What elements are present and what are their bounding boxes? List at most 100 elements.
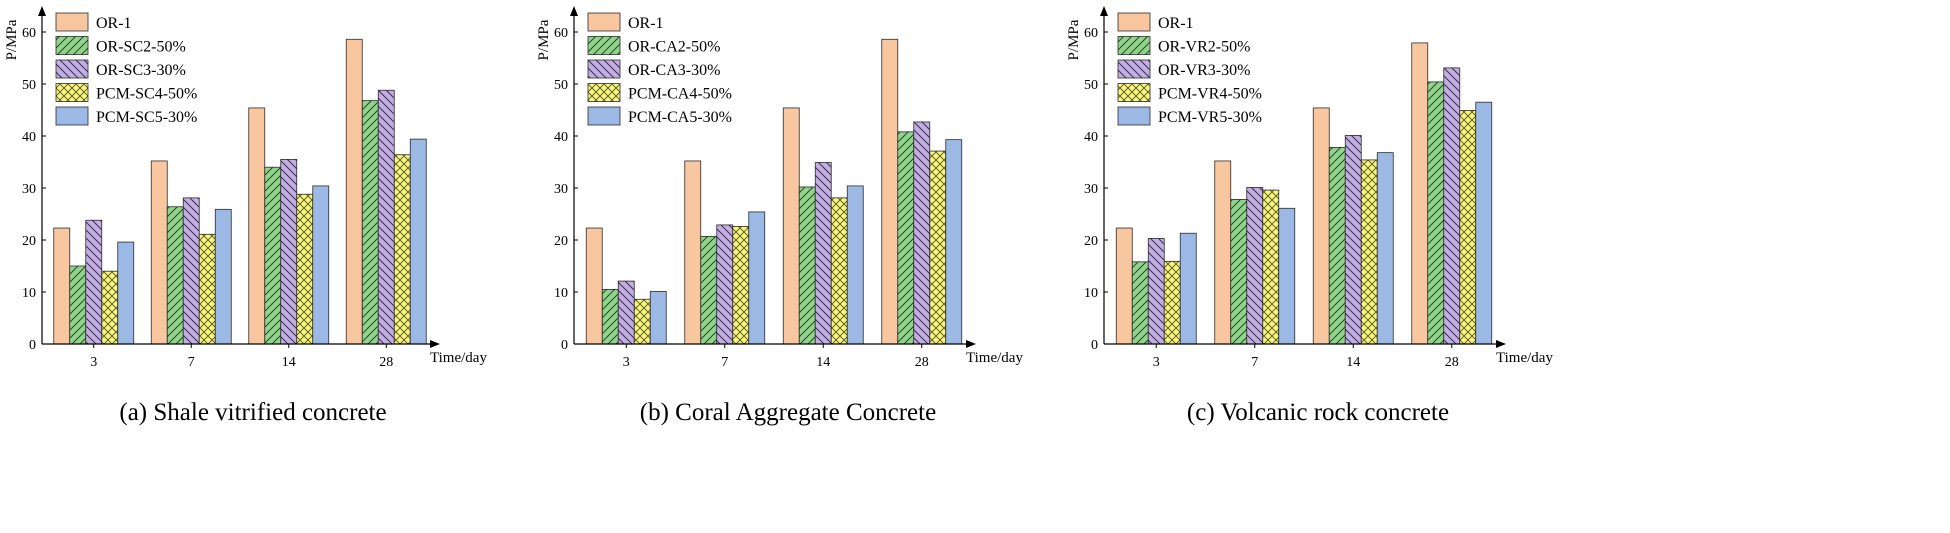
- legend-label-OR-SC2-50%: OR-SC2-50%: [96, 39, 186, 56]
- bar-OR-VR3-30%-day-28: [1443, 67, 1461, 345]
- caption-b: (b) Coral Aggregate Concrete: [640, 399, 936, 426]
- bar-PCM-SC4-50%-day-7: [198, 233, 216, 345]
- caption-c: (c) Volcanic rock concrete: [1187, 399, 1449, 426]
- y-tick-label-20: 20: [22, 234, 36, 249]
- bar-OR-1-day-7: [1214, 160, 1232, 345]
- legend-swatch-PCM-VR5-30%: [1117, 106, 1151, 126]
- bar-OR-SC2-50%-day-3: [69, 265, 87, 345]
- x-tick-label-14: 14: [282, 355, 296, 370]
- legend-swatch-OR-1: [55, 12, 89, 32]
- x-axis-arrow: [966, 340, 976, 348]
- bar-PCM-CA5-30%-day-3: [649, 291, 667, 345]
- bar-OR-1-day-3: [1115, 227, 1133, 345]
- bar-OR-1-day-14: [1312, 107, 1330, 345]
- y-tick-label-10: 10: [1084, 286, 1098, 301]
- x-tick-label-3: 3: [623, 355, 630, 370]
- legend-label-OR-SC3-30%: OR-SC3-30%: [96, 62, 186, 79]
- bar-PCM-CA4-50%-day-28: [929, 150, 947, 345]
- bar-OR-VR2-50%-day-3: [1131, 261, 1149, 345]
- bar-OR-VR3-30%-day-3: [1147, 238, 1165, 345]
- bar-OR-SC3-30%-day-7: [182, 197, 200, 345]
- legend-label-PCM-VR4-50%: PCM-VR4-50%: [1158, 86, 1262, 103]
- legend-swatch-PCM-VR4-50%: [1117, 83, 1151, 102]
- y-tick-label-50: 50: [554, 78, 568, 93]
- x-tick-label-3: 3: [1153, 355, 1160, 370]
- legend-label-OR-1: OR-1: [628, 15, 664, 32]
- bar-PCM-CA5-30%-day-14: [846, 185, 864, 345]
- y-axis-title: P/MPa: [1066, 19, 1082, 60]
- bar-OR-VR2-50%-day-14: [1328, 147, 1346, 345]
- bar-OR-VR3-30%-day-7: [1246, 187, 1264, 345]
- bar-OR-CA2-50%-day-3: [601, 288, 619, 345]
- y-axis-title: P/MPa: [536, 19, 552, 60]
- y-tick-label-20: 20: [1084, 234, 1098, 249]
- y-tick-label-60: 60: [22, 26, 36, 41]
- legend-swatch-OR-1: [587, 12, 621, 32]
- bar-PCM-SC5-30%-day-7: [214, 208, 232, 345]
- bar-OR-1-day-7: [150, 160, 168, 345]
- bar-PCM-VR5-30%-day-28: [1475, 101, 1493, 345]
- bar-OR-SC3-30%-day-3: [85, 219, 103, 345]
- legend-swatch-OR-CA2-50%: [587, 36, 621, 55]
- bar-OR-VR2-50%-day-28: [1427, 81, 1445, 345]
- y-tick-label-40: 40: [554, 130, 568, 145]
- bar-PCM-CA4-50%-day-3: [633, 298, 651, 345]
- bar-OR-CA3-30%-day-14: [814, 162, 832, 345]
- x-tick-label-7: 7: [721, 355, 728, 370]
- legend-label-PCM-CA4-50%: PCM-CA4-50%: [628, 86, 732, 103]
- y-tick-label-60: 60: [1084, 26, 1098, 41]
- x-tick-label-7: 7: [188, 355, 195, 370]
- y-tick-label-60: 60: [554, 26, 568, 41]
- y-axis-arrow: [570, 6, 578, 16]
- bar-OR-CA3-30%-day-28: [913, 121, 931, 345]
- y-axis-title: P/MPa: [4, 19, 20, 60]
- bar-OR-1-day-28: [1411, 42, 1429, 345]
- bar-OR-1-day-3: [585, 227, 603, 345]
- y-tick-label-10: 10: [554, 286, 568, 301]
- bar-PCM-SC4-50%-day-3: [101, 270, 119, 345]
- bar-OR-CA3-30%-day-7: [716, 224, 734, 345]
- bar-PCM-SC4-50%-day-14: [296, 193, 314, 345]
- y-axis-arrow: [38, 6, 46, 16]
- bar-PCM-SC4-50%-day-28: [393, 154, 411, 345]
- bar-OR-CA2-50%-day-28: [897, 131, 915, 345]
- bar-PCM-CA4-50%-day-14: [830, 197, 848, 345]
- x-tick-label-28: 28: [915, 355, 929, 370]
- legend-swatch-OR-VR3-30%: [1117, 59, 1151, 79]
- bar-OR-1-day-28: [881, 38, 899, 345]
- bar-PCM-VR4-50%-day-28: [1459, 110, 1477, 345]
- bar-OR-VR2-50%-day-7: [1230, 199, 1248, 345]
- y-tick-label-40: 40: [22, 130, 36, 145]
- legend-swatch-OR-1: [1117, 12, 1151, 32]
- bar-OR-1-day-14: [782, 107, 800, 345]
- bar-PCM-VR4-50%-day-3: [1163, 260, 1181, 345]
- bar-OR-1-day-28: [345, 38, 363, 345]
- y-tick-label-30: 30: [554, 182, 568, 197]
- y-tick-label-40: 40: [1084, 130, 1098, 145]
- bar-PCM-CA5-30%-day-7: [748, 211, 766, 345]
- bar-PCM-CA5-30%-day-28: [945, 139, 963, 345]
- x-tick-label-28: 28: [379, 355, 393, 370]
- x-axis-title: Time/day: [966, 350, 1023, 366]
- chart-panel-c: 3 7 14 28 0 10 20 30 40 50 60P/MPa Time/day OR-1 OR-V…: [1066, 6, 1553, 370]
- legend-swatch-OR-CA3-30%: [587, 59, 621, 79]
- bar-PCM-VR5-30%-day-3: [1179, 232, 1197, 345]
- legend-label-PCM-VR5-30%: PCM-VR5-30%: [1158, 109, 1262, 126]
- bar-OR-CA2-50%-day-7: [700, 235, 718, 345]
- bar-PCM-CA4-50%-day-7: [732, 226, 750, 345]
- legend-label-PCM-SC5-30%: PCM-SC5-30%: [96, 109, 197, 126]
- y-tick-label-10: 10: [22, 286, 36, 301]
- y-axis-arrow: [1100, 6, 1108, 16]
- legend-swatch-PCM-SC5-30%: [55, 106, 89, 126]
- bar-PCM-SC5-30%-day-3: [117, 241, 135, 345]
- x-tick-label-14: 14: [1346, 355, 1360, 370]
- legend-label-OR-VR2-50%: OR-VR2-50%: [1158, 39, 1250, 56]
- bar-PCM-VR5-30%-day-7: [1278, 207, 1296, 345]
- caption-a: (a) Shale vitrified concrete: [119, 399, 386, 426]
- y-tick-label-0: 0: [561, 338, 568, 353]
- y-tick-label-30: 30: [22, 182, 36, 197]
- legend-label-PCM-CA5-30%: PCM-CA5-30%: [628, 109, 732, 126]
- bar-OR-CA3-30%-day-3: [617, 280, 635, 345]
- bar-PCM-VR5-30%-day-14: [1376, 152, 1394, 345]
